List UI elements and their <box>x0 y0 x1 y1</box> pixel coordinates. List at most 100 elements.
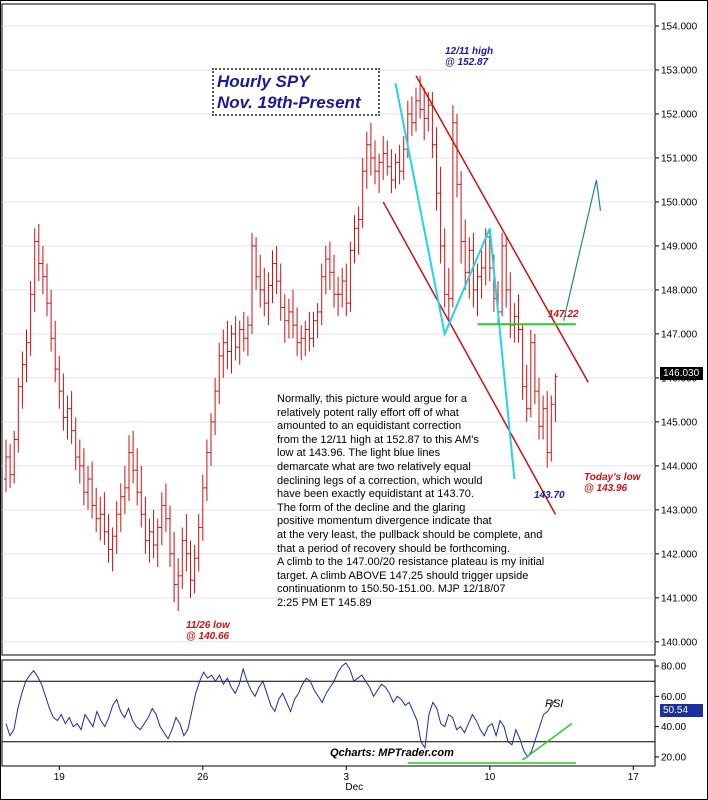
today-low-annotation-line1: Today's low <box>584 472 641 483</box>
price-bar <box>40 245 45 295</box>
price-tick-label: 149.000 <box>661 241 698 252</box>
price-bar <box>110 527 115 572</box>
price-bar <box>340 267 345 308</box>
price-tick-label: 141.000 <box>661 593 698 604</box>
price-bar <box>163 483 168 532</box>
price-bar <box>106 514 111 563</box>
price-bar <box>459 171 464 264</box>
high-annotation-line2: @ 152.87 <box>445 57 489 68</box>
price-bar <box>455 113 459 198</box>
price-bar <box>122 465 127 515</box>
price-bar <box>319 263 324 326</box>
price-bar <box>176 558 181 612</box>
price-bar <box>204 439 209 502</box>
price-bar <box>266 272 271 326</box>
price-bar <box>446 267 451 321</box>
price-bar <box>348 241 353 312</box>
price-bar <box>438 166 443 264</box>
price-bar <box>373 140 377 185</box>
price-tick-label: 140.000 <box>661 637 698 648</box>
rsi-tick-label: 60.00 <box>661 692 686 703</box>
price-bar <box>131 430 136 484</box>
commentary-line: low at 143.96. The light blue lines <box>277 447 441 460</box>
price-bar <box>254 237 259 290</box>
price-bar <box>401 135 406 180</box>
price-bar <box>229 325 234 374</box>
price-bar <box>86 465 90 510</box>
price-bar <box>327 241 332 290</box>
price-bar <box>360 157 365 229</box>
commentary-line: have been exactly equidistant at 143.70. <box>277 488 474 501</box>
price-bar <box>442 228 447 308</box>
price-tick-label: 143.000 <box>661 505 698 516</box>
high-annotation: 12/11 high @ 152.87 <box>445 46 493 68</box>
price-bar <box>36 223 41 282</box>
price-bar <box>541 395 546 440</box>
price-bar <box>49 289 54 352</box>
price-bar <box>32 228 37 312</box>
price-bar <box>127 435 131 502</box>
price-bar <box>475 263 480 317</box>
commentary-line: at the very least, the pullback should b… <box>277 528 543 541</box>
correction-legs-line <box>394 82 516 480</box>
price-bar <box>69 391 74 444</box>
price-bar <box>450 105 455 308</box>
price-bar <box>20 351 25 409</box>
price-bar <box>471 232 476 308</box>
price-bar <box>159 492 164 546</box>
channel-upper-line <box>415 75 589 383</box>
price-bar <box>61 373 66 431</box>
price-bar <box>53 320 58 383</box>
price-bar <box>225 320 230 370</box>
price-bar <box>291 289 295 339</box>
price-bar <box>250 232 254 334</box>
price-bar <box>28 281 33 356</box>
price-bar <box>364 131 369 189</box>
price-bar <box>537 377 541 440</box>
price-bar <box>553 373 558 422</box>
price-bar <box>393 153 398 189</box>
price-bar <box>516 294 521 343</box>
commentary-line: Normally, this picture would argue for a <box>277 393 467 405</box>
price-bar <box>94 487 99 532</box>
price-bar <box>57 355 62 409</box>
price-bar <box>414 87 418 132</box>
rsi-series <box>5 662 576 764</box>
price-bar <box>233 316 238 361</box>
price-bar <box>528 329 533 418</box>
resistance-annotation: 147.22 <box>548 309 579 320</box>
price-bar <box>258 254 263 308</box>
price-bar <box>381 135 386 180</box>
chart-subtitle: Nov. 19th-Present <box>217 93 361 112</box>
price-bar <box>217 342 222 405</box>
equidistant-annotation: 143.70 <box>534 490 565 501</box>
price-bar <box>172 531 177 603</box>
price-tick-label: 147.000 <box>661 329 698 340</box>
chart-title-box: Hourly SPY Nov. 19th-Present <box>212 68 380 116</box>
price-bar <box>389 149 394 194</box>
commentary-line: The form of the decline and the glaring <box>277 501 466 514</box>
price-bar <box>221 329 226 378</box>
commentary-line: A climb to the 147.00/20 resistance plat… <box>277 556 545 569</box>
last-rsi-badge: 50.54 <box>660 704 703 717</box>
price-bar <box>77 439 82 484</box>
price-bar <box>12 430 17 484</box>
commentary-line: declining legs of a correction, which wo… <box>277 474 483 487</box>
price-bar <box>184 514 189 572</box>
commentary-line: demarcate what are two relatively equal <box>277 460 471 473</box>
rsi-tick-label: 80.00 <box>661 662 686 673</box>
price-bar <box>278 263 283 321</box>
price-tick-label: 145.000 <box>661 417 698 428</box>
price-tick-label: 152.000 <box>661 109 698 120</box>
commentary-line: relatively potent rally effort off of wh… <box>277 406 459 419</box>
price-bar <box>151 509 156 559</box>
price-bar <box>188 540 193 598</box>
x-axis: 19 26 3 10 17 Dec <box>54 766 639 793</box>
last-price-badge: 146.030 <box>660 367 703 380</box>
price-bar <box>295 307 300 356</box>
price-bar <box>479 250 484 299</box>
price-bar <box>16 377 21 453</box>
price-bar <box>237 320 242 365</box>
price-bar <box>323 245 328 295</box>
price-bar <box>4 439 8 493</box>
